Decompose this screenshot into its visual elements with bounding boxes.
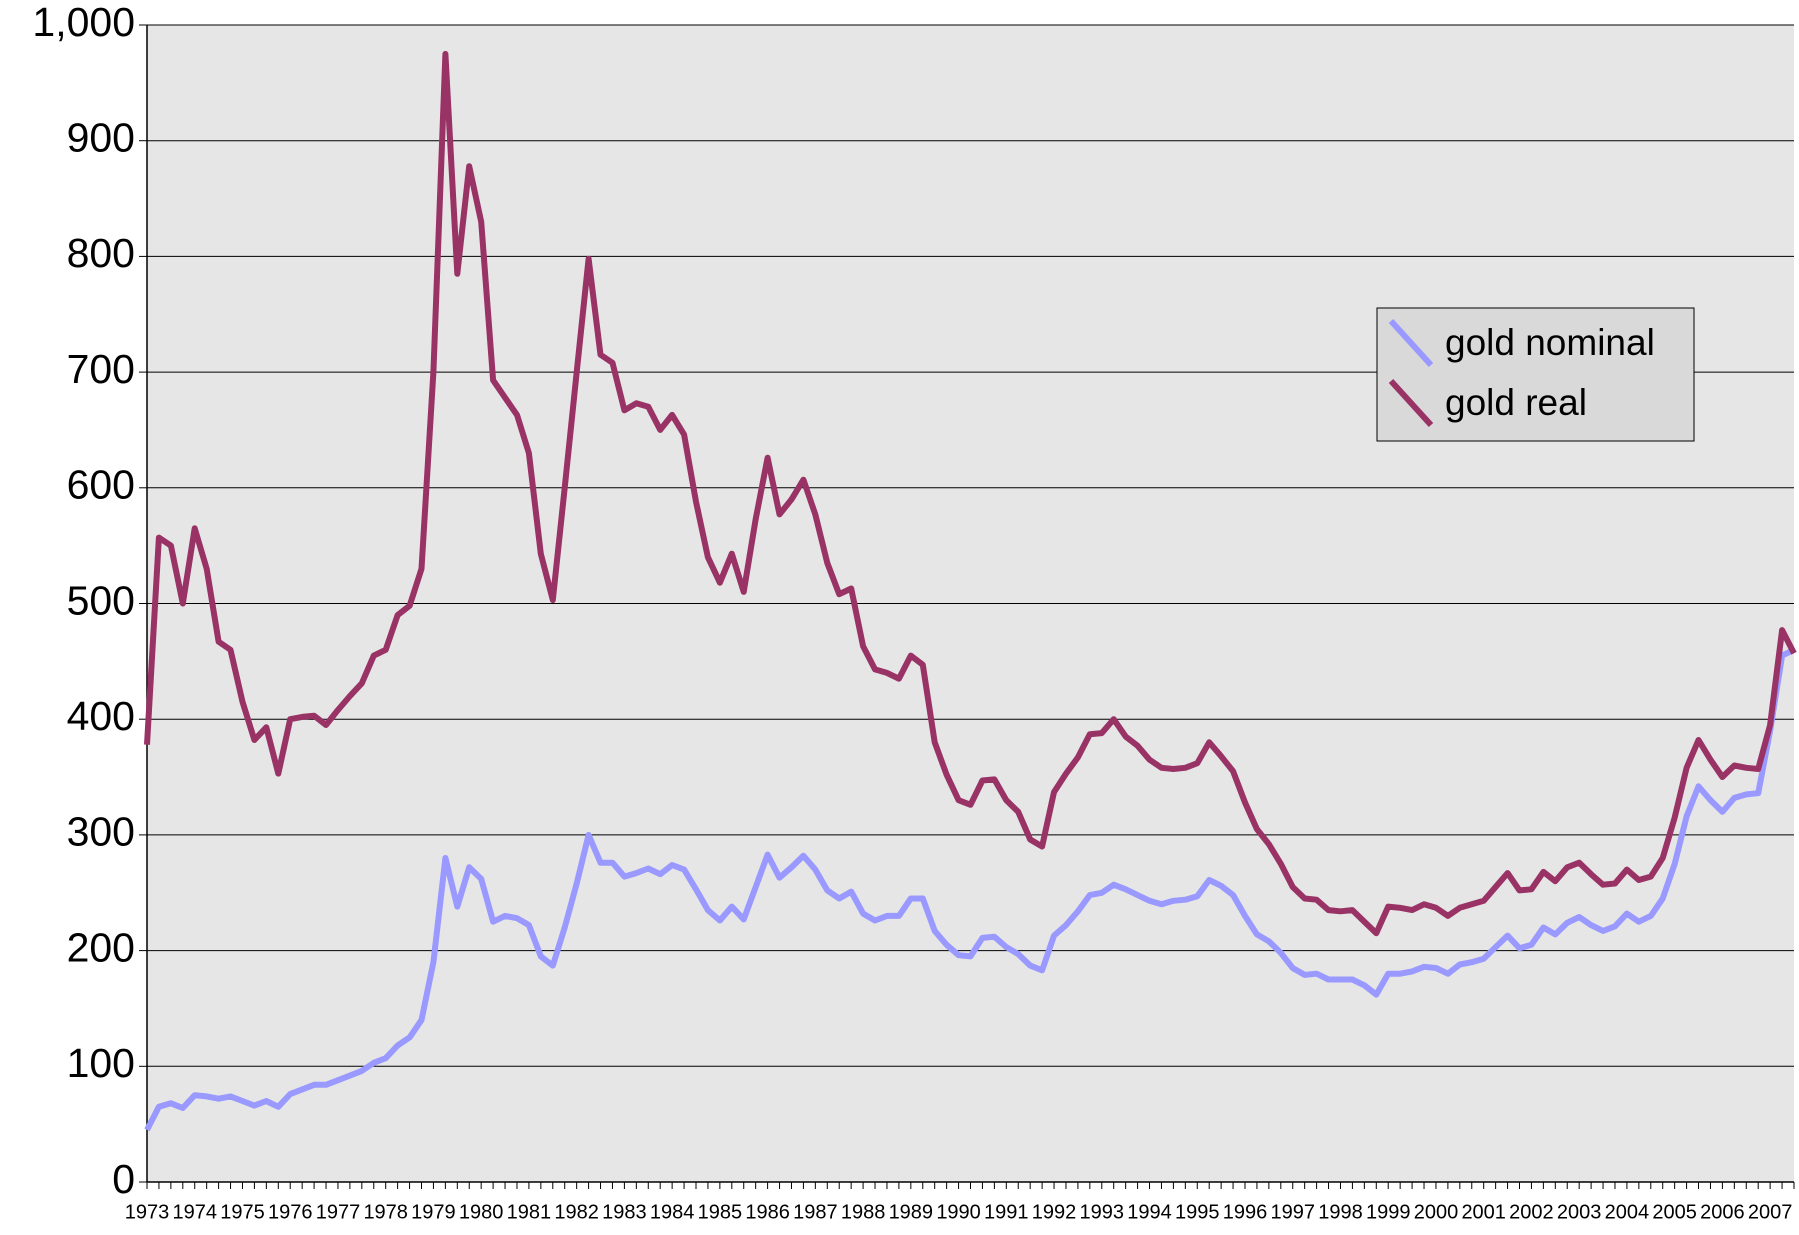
x-tick-label: 1995 [1175,1201,1220,1223]
x-tick-label: 1998 [1318,1201,1363,1223]
x-tick-label: 2000 [1414,1201,1459,1223]
y-tick-label: 200 [67,924,135,970]
x-tick-label: 1985 [698,1201,743,1223]
x-tick-label: 1974 [172,1201,217,1223]
x-tick-label: 1999 [1366,1201,1411,1223]
y-tick-label: 700 [67,346,135,392]
y-tick-label: 0 [112,1156,135,1202]
y-tick-label: 600 [67,462,135,508]
x-tick-label: 1978 [363,1201,408,1223]
x-tick-label: 1989 [889,1201,934,1223]
x-tick-label: 2003 [1557,1201,1602,1223]
x-tick-label: 1984 [650,1201,695,1223]
x-tick-label: 1988 [841,1201,886,1223]
x-tick-label: 1982 [554,1201,599,1223]
legend-swatch [1388,378,1434,428]
x-tick-label: 2004 [1605,1201,1650,1223]
x-tick-label: 1973 [125,1201,170,1223]
legend-box [1376,307,1695,442]
legend-label: gold real [1445,382,1587,423]
x-tick-label: 1990 [936,1201,981,1223]
y-tick-label: 500 [67,577,135,623]
x-tick-label: 1991 [984,1201,1029,1223]
x-tick-label: 2007 [1748,1201,1793,1223]
x-tick-label: 1981 [507,1201,552,1223]
y-tick-label: 400 [67,693,135,739]
x-tick-label: 1975 [220,1201,265,1223]
x-tick-label: 2002 [1509,1201,1554,1223]
x-tick-label: 1986 [745,1201,790,1223]
x-tick-label: 1994 [1127,1201,1172,1223]
x-tick-label: 1977 [316,1201,361,1223]
x-tick-label: 2006 [1700,1201,1745,1223]
y-tick-label: 1,000 [32,0,135,45]
legend-swatch [1388,318,1434,368]
legend-label: gold nominal [1445,322,1655,363]
x-tick-label: 1997 [1270,1201,1315,1223]
x-tick-label: 1980 [459,1201,504,1223]
x-tick-label: 1996 [1223,1201,1268,1223]
x-tick-label: 1992 [1032,1201,1077,1223]
y-tick-label: 100 [67,1040,135,1086]
x-tick-label: 2005 [1652,1201,1697,1223]
x-tick-label: 1987 [793,1201,838,1223]
x-tick-label: 1983 [602,1201,647,1223]
line-series [144,647,1796,1132]
x-tick-label: 2001 [1461,1201,1506,1223]
x-tick-label: 1993 [1080,1201,1125,1223]
y-tick-label: 300 [67,809,135,855]
x-tick-label: 1976 [268,1201,313,1223]
x-tick-label: 1979 [411,1201,456,1223]
line-series [144,50,1797,937]
y-tick-label: 800 [67,230,135,276]
y-tick-label: 900 [67,115,135,161]
